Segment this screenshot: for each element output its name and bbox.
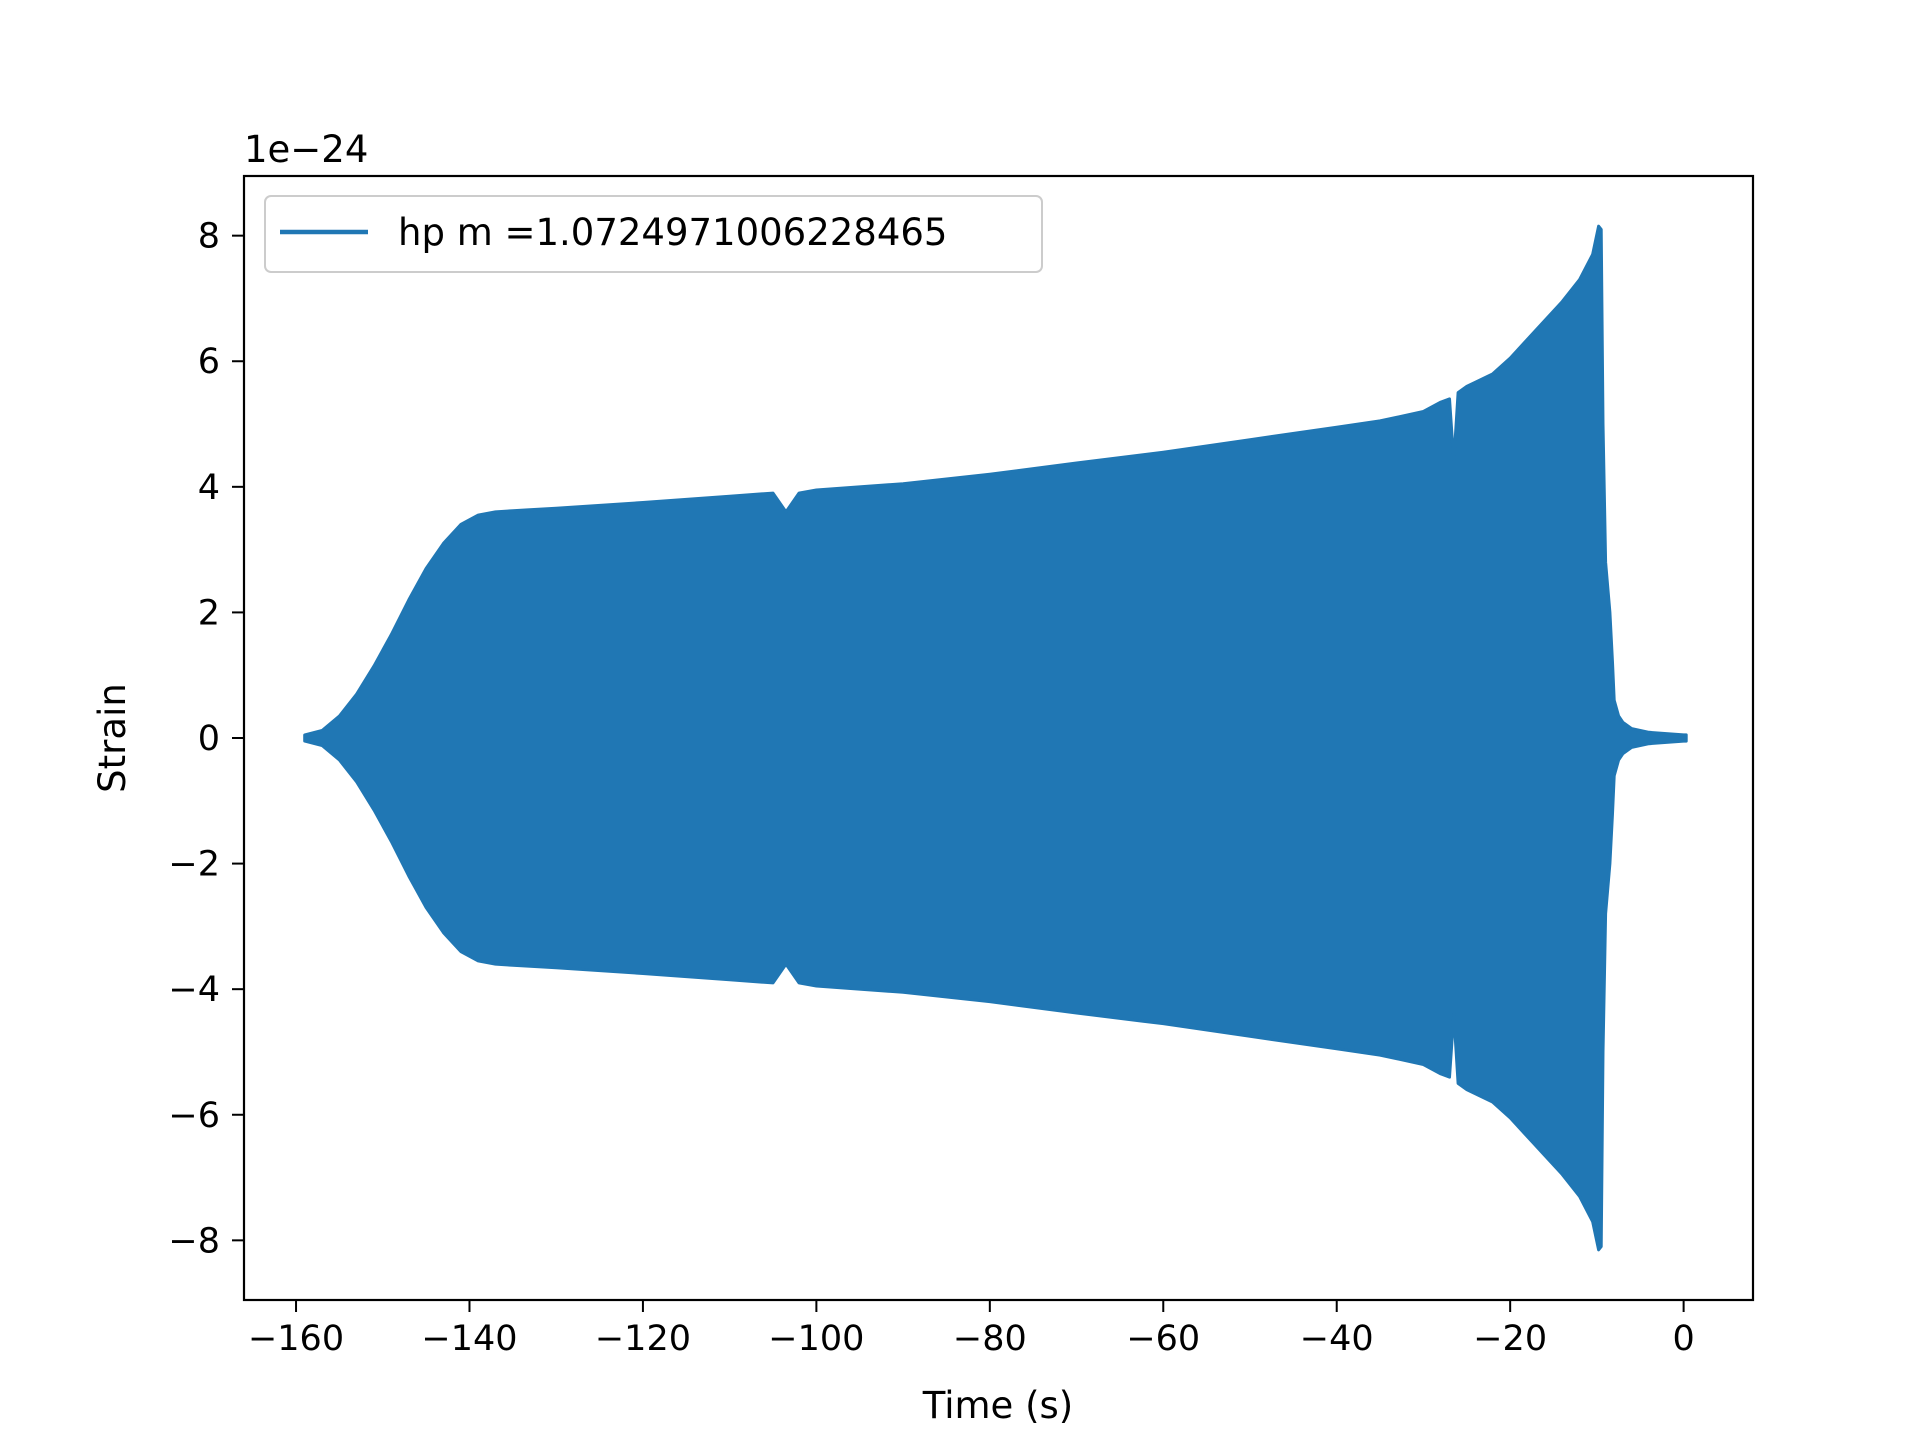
y-tick-label: 4	[198, 468, 220, 508]
legend-box	[264, 195, 1043, 273]
x-tick-label: −140	[421, 1319, 517, 1359]
y-tick-label: −2	[168, 845, 220, 885]
y-tick-label: 6	[198, 342, 220, 382]
y-tick-label: 2	[198, 593, 220, 633]
y-tick-label: −4	[168, 970, 220, 1010]
x-tick-label: −40	[1300, 1319, 1374, 1359]
y-tick-label: 8	[198, 217, 220, 257]
y-tick-label: −8	[168, 1221, 220, 1261]
x-tick-label: 0	[1672, 1319, 1694, 1359]
x-axis-label: Time (s)	[922, 1384, 1073, 1427]
plot-area	[303, 224, 1688, 1252]
series-waveform	[303, 224, 1688, 1252]
y-axis: 8 6 4 2 0 −2 −4 −6 −8	[168, 217, 244, 1261]
y-tick-label: −6	[168, 1096, 220, 1136]
x-tick-label: −60	[1126, 1319, 1200, 1359]
x-tick-label: −120	[595, 1319, 691, 1359]
x-tick-label: −80	[953, 1319, 1027, 1359]
y-tick-label: 0	[198, 719, 220, 759]
y-offset-label: 1e−24	[244, 128, 368, 171]
x-axis: −160 −140 −120 −100 −80 −60 −40 −20 0	[248, 1300, 1695, 1359]
x-tick-label: −160	[248, 1319, 344, 1359]
y-axis-label: Strain	[91, 683, 134, 793]
legend: hp m =1.0724971006228465	[264, 195, 1043, 273]
x-tick-label: −20	[1473, 1319, 1547, 1359]
legend-label: hp m =1.0724971006228465	[398, 211, 947, 254]
x-tick-label: −100	[768, 1319, 864, 1359]
